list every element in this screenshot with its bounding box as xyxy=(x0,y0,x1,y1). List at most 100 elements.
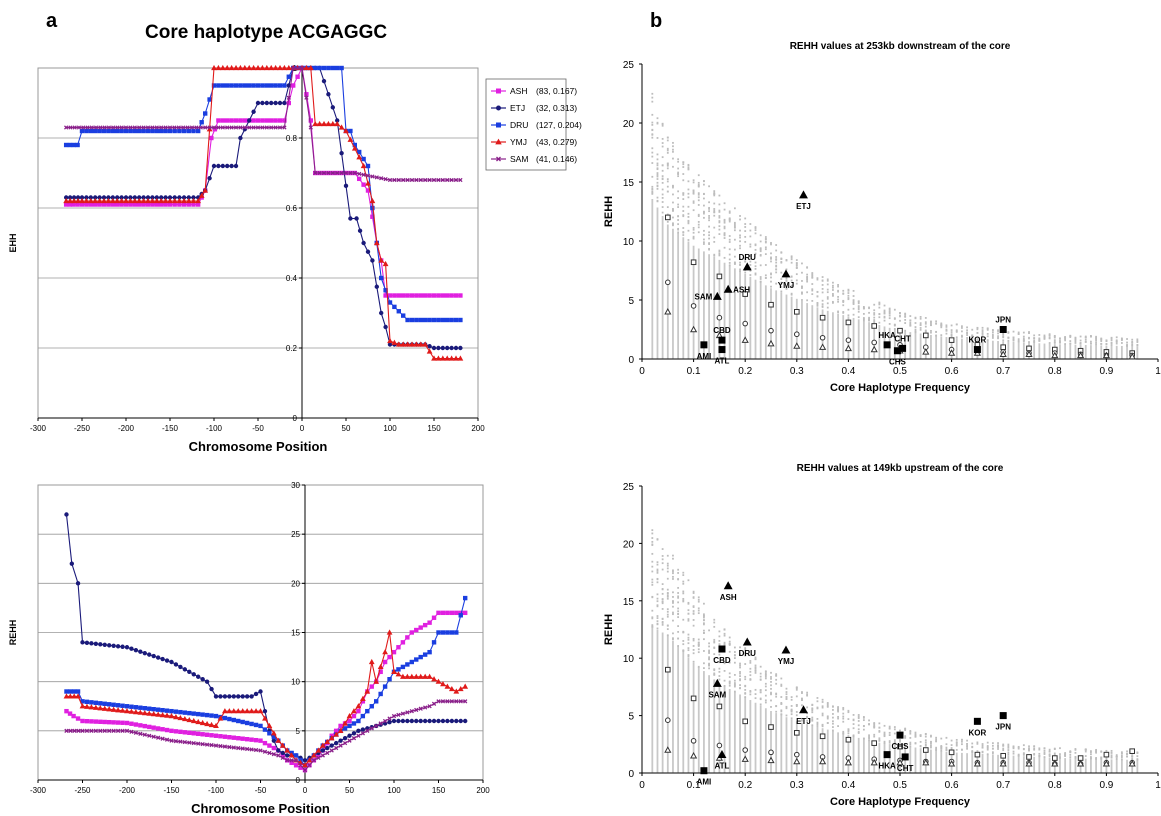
background-point xyxy=(728,211,731,214)
background-point xyxy=(661,621,664,623)
background-point xyxy=(708,642,710,645)
series-point-dru xyxy=(463,595,468,601)
background-point xyxy=(909,321,912,324)
series-point-ymj xyxy=(391,668,397,674)
series-point-ymj xyxy=(457,355,464,361)
background-point xyxy=(852,723,855,725)
series-point-ash xyxy=(98,719,103,724)
background-point xyxy=(770,692,772,695)
series-point-ash xyxy=(258,738,263,743)
series-point-etj xyxy=(182,667,188,672)
background-point xyxy=(868,311,870,314)
background-point xyxy=(723,632,726,635)
background-point xyxy=(930,324,932,327)
y-tick-label: 15 xyxy=(291,629,300,638)
background-point xyxy=(1090,334,1092,337)
background-point xyxy=(723,220,726,222)
background-point xyxy=(775,282,778,285)
population-point-ash xyxy=(723,284,733,293)
background-point xyxy=(749,258,752,261)
background-point xyxy=(656,164,659,167)
background-point xyxy=(651,92,654,95)
series-point-etj xyxy=(115,644,121,649)
percentile-triangle xyxy=(664,746,672,753)
background-point xyxy=(1069,340,1072,342)
x-tick-label: 200 xyxy=(471,424,485,433)
series-point-sam xyxy=(418,177,423,183)
background-point xyxy=(832,713,834,715)
background-point xyxy=(1059,341,1061,344)
background-point xyxy=(1007,751,1010,754)
background-point xyxy=(775,268,778,271)
series-point-ymj xyxy=(268,64,275,71)
x-tick-label: 0.8 xyxy=(1048,366,1062,377)
background-point xyxy=(842,299,845,302)
background-point xyxy=(708,652,710,654)
background-point xyxy=(816,718,819,720)
background-point xyxy=(682,161,685,164)
background-point xyxy=(821,276,824,278)
series-point-ymj xyxy=(124,708,130,714)
background-point xyxy=(811,273,814,276)
series-point-dru xyxy=(423,317,428,323)
background-point xyxy=(733,682,736,684)
series-point-ymj xyxy=(146,710,153,716)
background-point xyxy=(723,221,726,224)
series-point-etj xyxy=(191,672,196,677)
background-point xyxy=(1043,747,1046,750)
background-point xyxy=(713,226,716,229)
series-point-ymj xyxy=(285,64,292,71)
series-point-dru xyxy=(79,128,85,134)
series-point-ymj xyxy=(168,713,175,719)
series-point-ash xyxy=(84,718,90,724)
series-point-ymj xyxy=(426,673,433,679)
background-point xyxy=(656,568,659,571)
series-point-dru xyxy=(97,128,102,134)
y-tick-label: 5 xyxy=(628,296,634,307)
series-point-etj xyxy=(391,718,397,724)
series-point-etj xyxy=(271,738,277,743)
background-point xyxy=(1002,744,1005,747)
series-point-ash xyxy=(204,732,210,737)
background-point xyxy=(666,615,669,618)
series-point-sam xyxy=(299,65,305,71)
series-point-dru xyxy=(436,317,441,323)
series-point-ymj xyxy=(408,673,415,679)
background-point xyxy=(821,705,824,708)
population-label-atl: ATL xyxy=(714,357,729,366)
background-point xyxy=(935,331,938,333)
background-point xyxy=(697,648,700,651)
background-point xyxy=(708,662,710,665)
background-point xyxy=(780,271,783,274)
background-point xyxy=(914,733,917,736)
series-point-ymj xyxy=(281,64,288,71)
series-point-sam xyxy=(220,125,225,130)
background-point xyxy=(862,719,865,722)
background-point xyxy=(986,741,989,744)
background-point xyxy=(899,315,901,318)
rehh-scatter-149kb: REHH values at 149kb upstream of the cor… xyxy=(603,463,1161,808)
background-point xyxy=(852,727,855,730)
background-point xyxy=(1090,342,1092,345)
background-point xyxy=(868,736,870,738)
background-point xyxy=(666,592,669,595)
background-point xyxy=(718,228,721,231)
y-tick-label: 15 xyxy=(623,178,635,189)
background-point xyxy=(857,715,860,718)
background-point xyxy=(790,256,793,259)
background-point xyxy=(878,738,881,741)
y-tick-label: 0.4 xyxy=(286,274,298,283)
background-point xyxy=(1007,746,1010,749)
series-point-ash xyxy=(414,293,419,298)
series-point-etj xyxy=(418,718,423,724)
background-point xyxy=(687,612,690,615)
series-point-sam xyxy=(141,125,146,130)
series-point-dru xyxy=(369,704,374,709)
y-tick-label: 15 xyxy=(623,597,635,608)
series-point-ymj xyxy=(377,663,384,670)
background-point xyxy=(682,574,685,576)
population-point-hka xyxy=(883,751,891,759)
series-point-sam xyxy=(338,743,343,748)
background-point xyxy=(1028,331,1030,333)
background-point xyxy=(656,168,659,171)
